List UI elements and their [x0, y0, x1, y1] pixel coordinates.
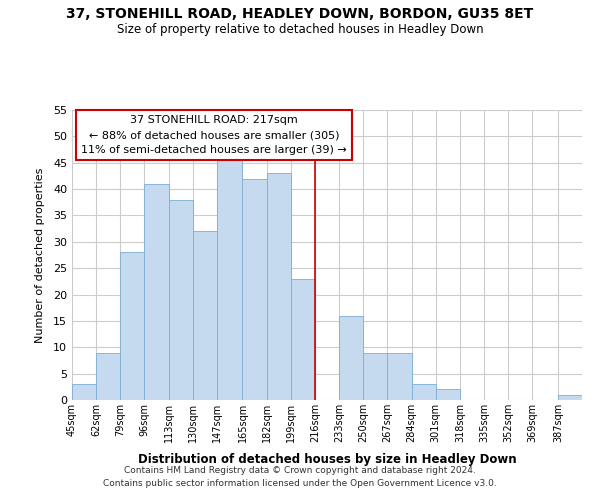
Bar — [193, 232, 217, 400]
Bar — [412, 384, 436, 400]
Bar — [339, 316, 363, 400]
Bar — [217, 158, 242, 400]
Text: Size of property relative to detached houses in Headley Down: Size of property relative to detached ho… — [116, 22, 484, 36]
Y-axis label: Number of detached properties: Number of detached properties — [35, 168, 44, 342]
Bar — [96, 352, 121, 400]
Bar — [72, 384, 96, 400]
Bar — [145, 184, 169, 400]
Bar — [291, 278, 315, 400]
X-axis label: Distribution of detached houses by size in Headley Down: Distribution of detached houses by size … — [137, 454, 517, 466]
Bar — [266, 174, 291, 400]
Text: 37 STONEHILL ROAD: 217sqm
← 88% of detached houses are smaller (305)
11% of semi: 37 STONEHILL ROAD: 217sqm ← 88% of detac… — [81, 116, 347, 155]
Bar — [242, 178, 266, 400]
Text: Contains HM Land Registry data © Crown copyright and database right 2024.
Contai: Contains HM Land Registry data © Crown c… — [103, 466, 497, 487]
Bar — [169, 200, 193, 400]
Bar — [388, 352, 412, 400]
Bar — [121, 252, 145, 400]
Text: 37, STONEHILL ROAD, HEADLEY DOWN, BORDON, GU35 8ET: 37, STONEHILL ROAD, HEADLEY DOWN, BORDON… — [67, 8, 533, 22]
Bar — [436, 390, 460, 400]
Bar — [558, 394, 582, 400]
Bar — [363, 352, 388, 400]
